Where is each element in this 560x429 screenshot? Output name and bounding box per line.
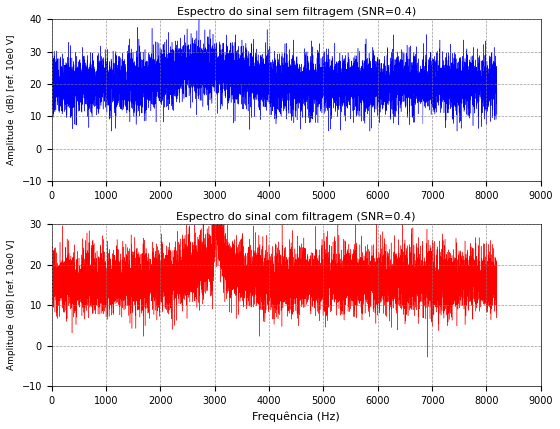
Y-axis label: Amplitude  (dB) [ref. 10e0 V]: Amplitude (dB) [ref. 10e0 V] (7, 240, 16, 371)
X-axis label: Frequência (Hz): Frequência (Hz) (253, 411, 340, 422)
Title: Espectro do sinal com filtragem (SNR=0.4): Espectro do sinal com filtragem (SNR=0.4… (176, 212, 416, 222)
Title: Espectro do sinal sem filtragem (SNR=0.4): Espectro do sinal sem filtragem (SNR=0.4… (176, 7, 416, 17)
Y-axis label: Amplitude  (dB) [ref. 10e0 V]: Amplitude (dB) [ref. 10e0 V] (7, 35, 16, 166)
